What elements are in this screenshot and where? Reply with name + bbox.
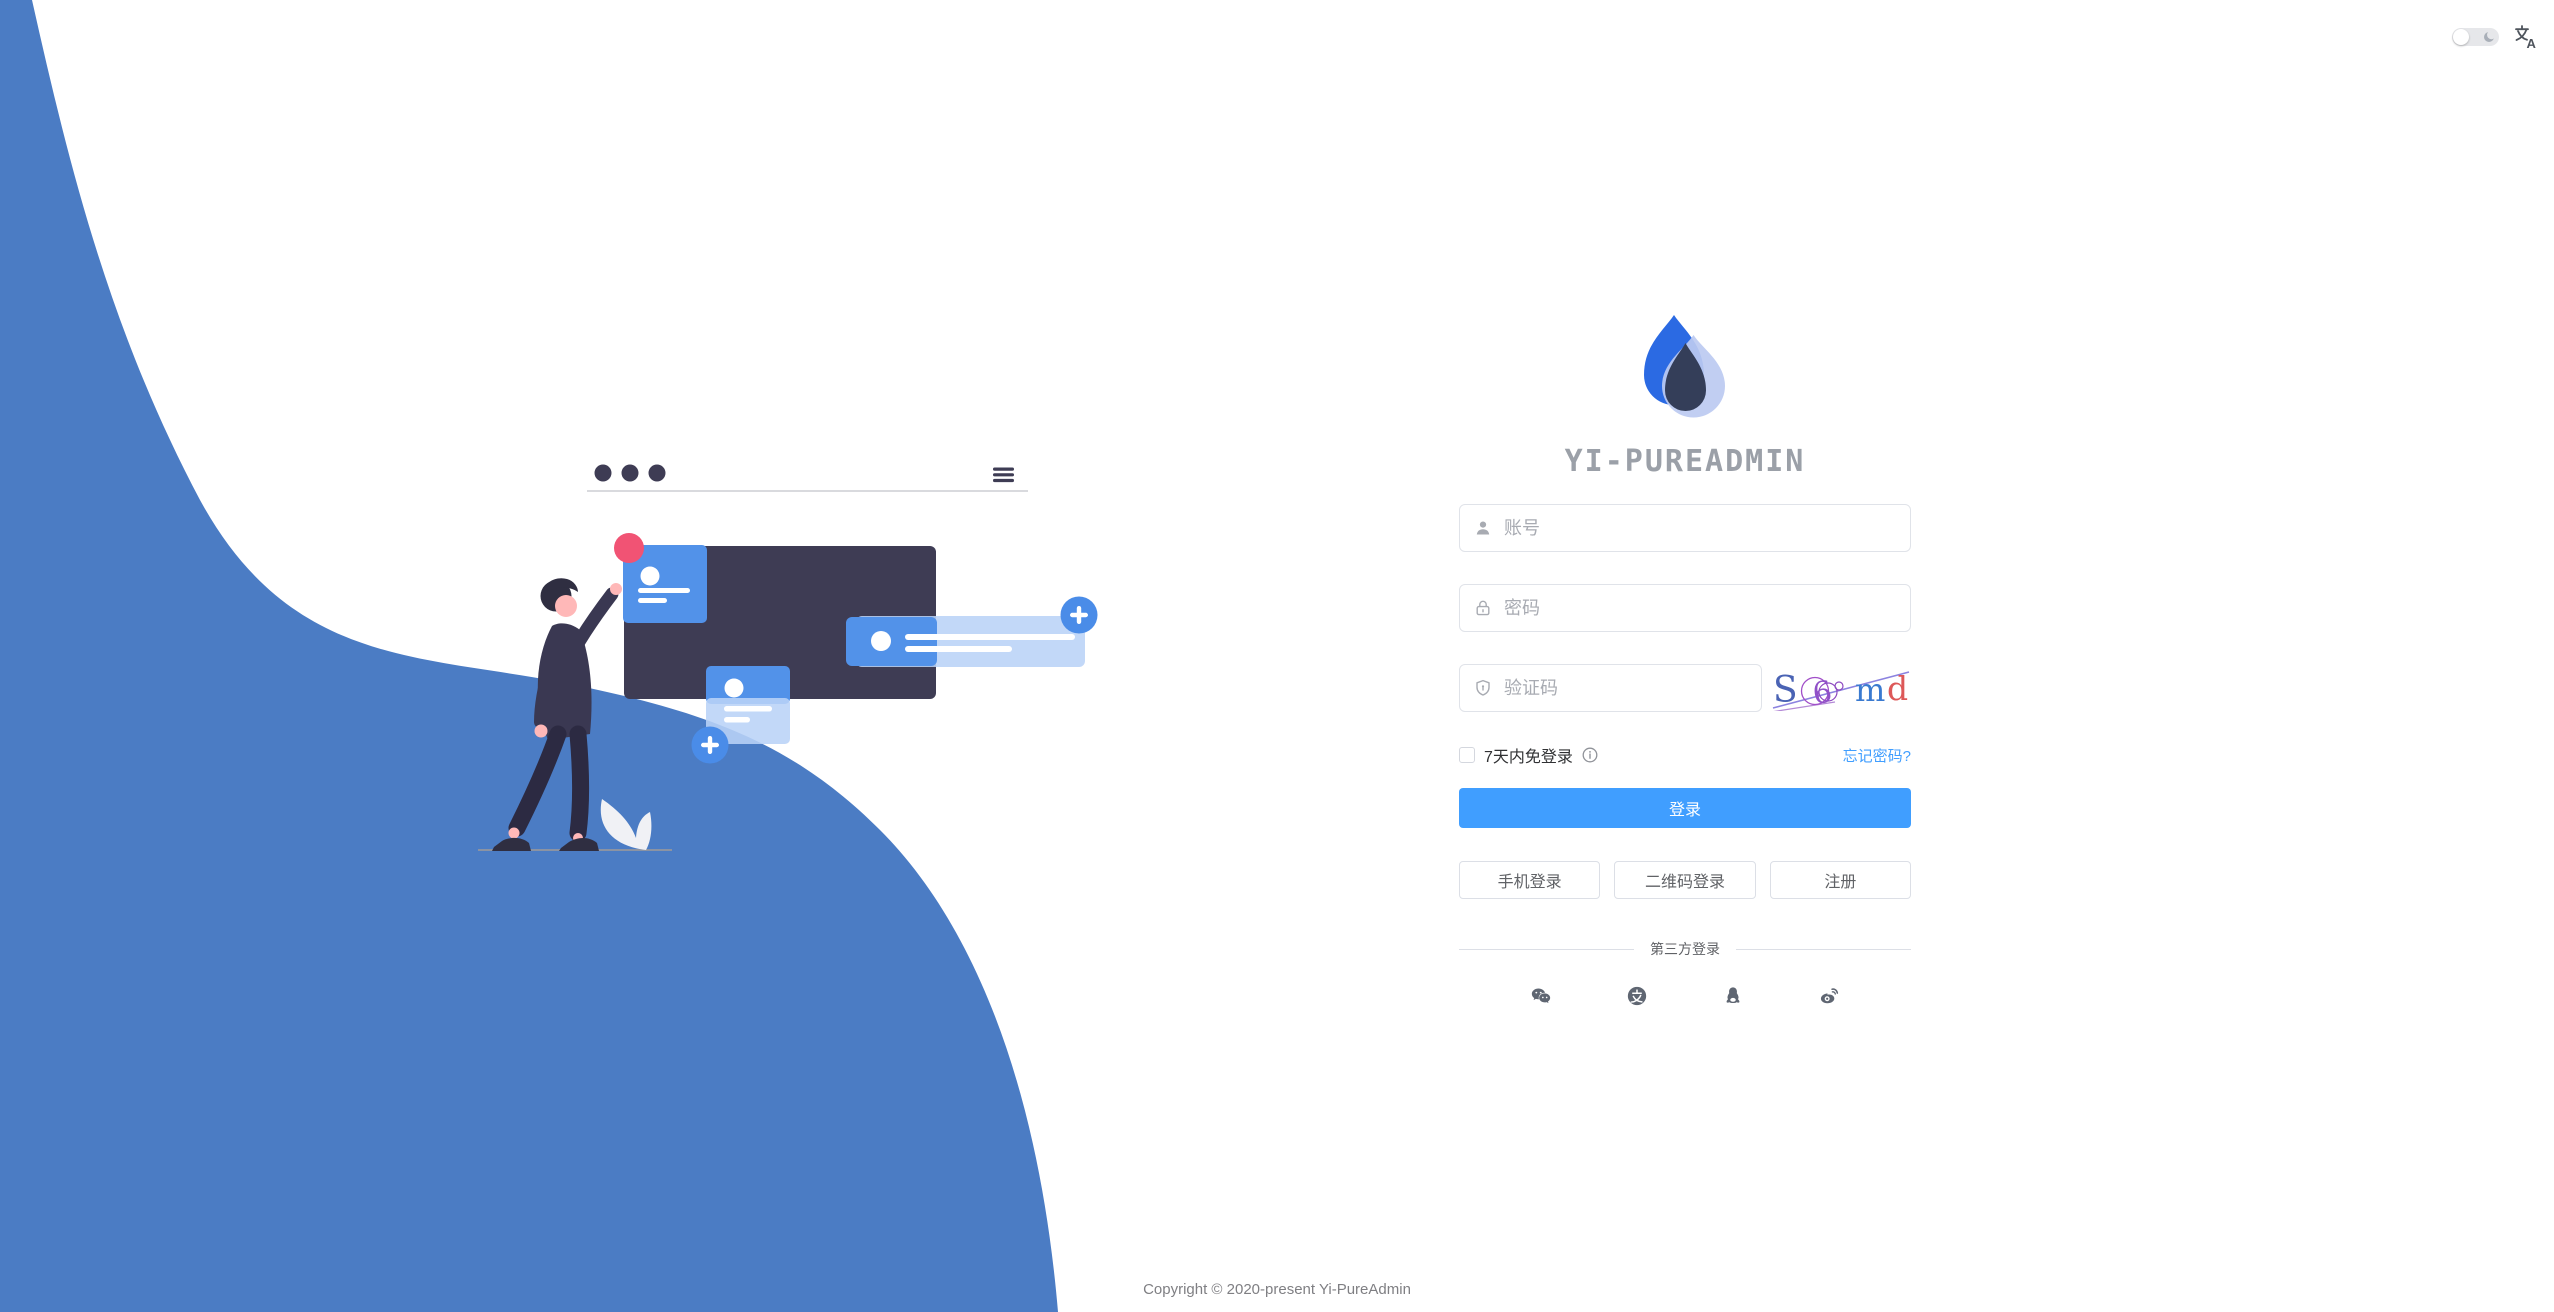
- weibo-icon[interactable]: [1818, 985, 1840, 1007]
- remember-checkbox[interactable]: [1459, 747, 1475, 763]
- svg-text:m: m: [1855, 671, 1885, 709]
- logo-drop-icon: [1644, 315, 1725, 418]
- card-illustration: [614, 533, 707, 623]
- alipay-icon[interactable]: [1626, 985, 1648, 1007]
- moon-icon: [2484, 31, 2495, 42]
- top-controls: A: [2452, 24, 2540, 50]
- register-button[interactable]: 注册: [1769, 861, 1911, 899]
- captcha-field[interactable]: [1459, 664, 1762, 712]
- svg-text:d: d: [1887, 669, 1908, 708]
- alt-login-row: 手机登录 二维码登录 注册: [1459, 861, 1911, 899]
- dark-mode-toggle[interactable]: [2452, 28, 2499, 46]
- toggle-thumb: [2453, 29, 2469, 45]
- wave-background: [0, 0, 1058, 1312]
- third-party-label: 第三方登录: [1650, 941, 1720, 957]
- svg-text:S: S: [1773, 670, 1798, 711]
- qq-icon[interactable]: [1722, 985, 1744, 1007]
- person-illustration: [492, 578, 622, 851]
- third-party-divider: 第三方登录: [1459, 939, 1911, 959]
- remember-row: 7天内免登录 忘记密码?: [1459, 745, 1911, 766]
- password-input[interactable]: [1502, 596, 1896, 620]
- card-illustration: [691, 666, 790, 764]
- plus-icon: [701, 736, 719, 754]
- shield-icon: [1476, 679, 1490, 696]
- remember-label[interactable]: 7天内免登录: [1484, 749, 1573, 766]
- username-input[interactable]: [1502, 516, 1896, 540]
- plus-icon: [1070, 606, 1088, 624]
- password-field[interactable]: [1459, 584, 1911, 632]
- svg-text:A: A: [2527, 36, 2537, 50]
- captcha-input[interactable]: [1502, 676, 1747, 700]
- notification-bar-illustration: [846, 596, 1098, 667]
- login-panel: YI-PUREADMIN S: [1459, 313, 1911, 1007]
- forgot-password-link[interactable]: 忘记密码?: [1842, 747, 1911, 765]
- hamburger-icon: [993, 467, 1014, 483]
- login-button[interactable]: 登录: [1459, 788, 1911, 828]
- svg-text:6: 6: [1810, 675, 1834, 711]
- captcha-row: S 6 m d: [1459, 664, 1911, 712]
- page-title: YI-PUREADMIN: [1564, 444, 1806, 479]
- captcha-image[interactable]: S 6 m d: [1771, 665, 1911, 711]
- info-icon[interactable]: [1582, 747, 1598, 763]
- username-field[interactable]: [1459, 504, 1911, 552]
- lock-icon: [1476, 600, 1490, 616]
- red-dot-illustration: [614, 533, 644, 563]
- social-login-row: [1459, 985, 1911, 1007]
- phone-login-button[interactable]: 手机登录: [1459, 861, 1601, 899]
- user-icon: [1476, 521, 1490, 535]
- qrcode-login-button[interactable]: 二维码登录: [1614, 861, 1756, 899]
- leaf-illustration: [600, 799, 652, 850]
- translate-icon[interactable]: A: [2514, 24, 2540, 50]
- browser-window-illustration: [587, 464, 1028, 492]
- copyright-text: Copyright © 2020-present Yi-PureAdmin: [1143, 1281, 1411, 1298]
- wechat-icon[interactable]: [1530, 985, 1552, 1007]
